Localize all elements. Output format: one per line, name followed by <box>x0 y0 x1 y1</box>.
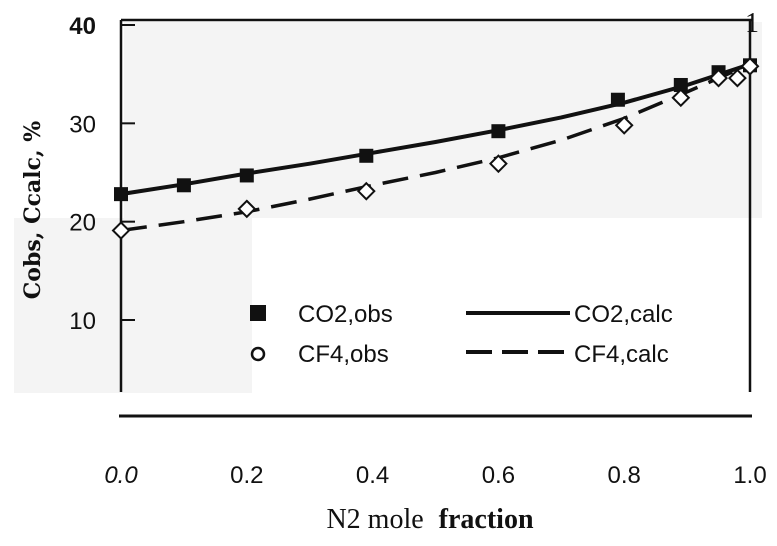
data-point-cf4-obs <box>614 115 634 135</box>
data-point-co2-obs <box>114 187 128 202</box>
data-point-cf4-obs <box>356 181 376 201</box>
x-axis-label-bold: fraction <box>439 504 534 535</box>
data-point-cf4-obs <box>709 68 728 88</box>
data-point-co2-obs <box>239 168 254 183</box>
x-axis-label: N2 mole fraction <box>326 504 534 535</box>
data-point-cf4-obs <box>671 88 691 108</box>
x-ticks: 0.0 0.2 0.4 0.6 0.8 1.0 <box>104 462 766 489</box>
x-tick-label: 0.0 <box>104 462 138 489</box>
legend-label-cf4-calc: CF4,calc <box>574 341 669 368</box>
x-tick-label: 0.2 <box>230 462 263 489</box>
x-tick-label: 0.4 <box>356 462 389 489</box>
plot-background-gap <box>252 218 762 393</box>
x-tick-label: 0.8 <box>608 462 641 489</box>
y-ticks: 10 20 30 40 <box>69 13 135 335</box>
legend-label-cf4-obs: CF4,obs <box>298 341 389 368</box>
data-point-cf4-obs <box>488 154 508 174</box>
data-point-cf4-obs <box>237 199 257 219</box>
legend: CO2,obs CO2,calc CF4,obs CF4,calc <box>250 301 673 368</box>
series-line-co2-calc <box>120 62 751 197</box>
y-tick-label: 30 <box>69 111 96 138</box>
y-axis-label: Cobs, Ccalc, % <box>20 121 46 300</box>
data-point-co2-obs <box>491 124 506 139</box>
corner-label: 1 <box>745 8 759 39</box>
legend-marker-cf4-obs <box>250 346 266 362</box>
y-tick-label: 10 <box>69 308 96 335</box>
data-point-cf4-obs <box>111 221 131 240</box>
x-tick-label: 0.6 <box>482 462 515 489</box>
x-tick-label: 1.0 <box>733 462 766 489</box>
y-tick-label: 40 <box>69 13 96 40</box>
data-point-co2-obs <box>176 178 191 193</box>
data-point-co2-obs <box>673 77 688 92</box>
x-axis-label-plain: N2 mole <box>326 504 423 535</box>
data-point-co2-obs <box>610 92 625 107</box>
data-point-co2-obs <box>359 148 374 163</box>
data-point-cf4-obs <box>728 68 747 88</box>
series-layer <box>111 56 760 240</box>
legend-label-co2-calc: CO2,calc <box>574 301 673 328</box>
legend-marker-co2-obs <box>250 305 266 321</box>
y-tick-label: 20 <box>69 210 96 237</box>
legend-label-co2-obs: CO2,obs <box>298 301 393 328</box>
plot-background <box>124 22 762 218</box>
series-line-cf4-calc <box>120 62 751 233</box>
data-point-cf4-obs <box>740 56 760 76</box>
